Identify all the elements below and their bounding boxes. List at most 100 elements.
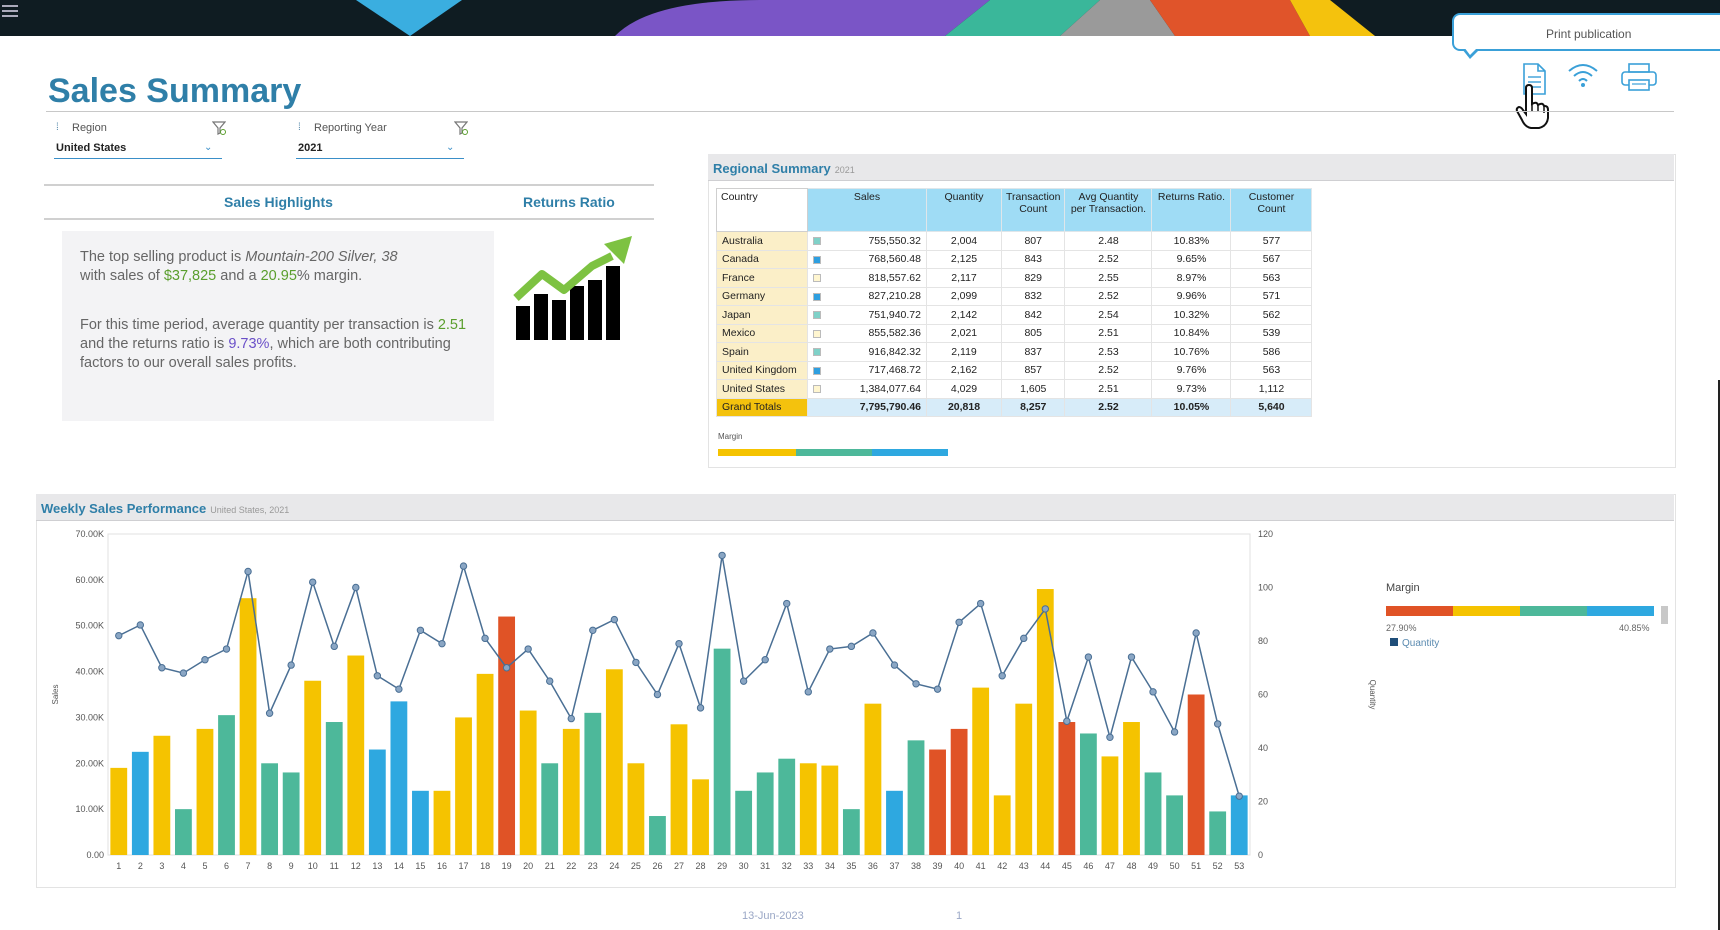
highlight-ratio-text: For this time period, average quantity p… [80, 317, 467, 371]
x-tick-label: 37 [889, 861, 899, 871]
x-tick-label: 42 [997, 861, 1007, 871]
x-tick-label: 9 [289, 861, 294, 871]
regional-summary-title: Regional Summary 2021 [713, 161, 855, 176]
table-row: Japan 751,940.72 2,142 842 2.54 10.32% 562 [716, 305, 1313, 325]
table-row: United States 1,384,077.64 4,029 1,605 2.51 9… [716, 379, 1313, 399]
x-tick-label: 30 [739, 861, 749, 871]
col-sales[interactable]: Sales [807, 188, 927, 232]
cell-country: Japan [716, 305, 808, 325]
sales-bar [1209, 811, 1227, 855]
y2-tick-label: 40 [1258, 743, 1268, 753]
sales-bar [1166, 795, 1183, 855]
x-tick-label: 24 [609, 861, 619, 871]
quantity-point [783, 599, 791, 608]
sales-bar [347, 655, 365, 855]
cell-qty: 2,117 [926, 268, 1002, 288]
quantity-point [869, 629, 877, 637]
sales-bar [175, 809, 192, 855]
cell-cust: 577 [1230, 231, 1313, 251]
quantity-point [395, 685, 403, 693]
cell-ret: 10.76% [1151, 342, 1232, 362]
sales-bar [390, 701, 408, 855]
cell-cust: 562 [1230, 305, 1313, 325]
printer-icon[interactable] [1620, 62, 1658, 92]
y-axis-label: Sales [51, 684, 60, 704]
sales-bar [972, 687, 990, 855]
quantity-point [115, 631, 123, 640]
footer-date: 13-Jun-2023 [742, 910, 804, 922]
y-tick-label: 70.00K [75, 529, 104, 539]
print-publication-tooltip: Print publication [1452, 13, 1720, 59]
region-filter-value: United States [56, 142, 127, 154]
x-tick-label: 27 [674, 861, 684, 871]
sales-bar [778, 758, 796, 855]
chevron-down-icon[interactable]: ⌄ [204, 142, 213, 153]
x-tick-label: 32 [782, 861, 792, 871]
top-banner [0, 0, 1720, 36]
col-customer-count[interactable]: Customer Count [1230, 188, 1313, 232]
document-icon[interactable] [1520, 62, 1548, 96]
sales-bar [950, 728, 968, 855]
col-transaction-count[interactable]: Transaction Count [1000, 188, 1066, 232]
x-tick-label: 48 [1126, 861, 1136, 871]
weekly-sales-header [36, 494, 1674, 521]
quantity-point [912, 680, 920, 688]
wifi-icon[interactable] [1566, 62, 1600, 88]
col-country[interactable]: Country [716, 188, 808, 232]
sales-bar [325, 722, 343, 855]
x-tick-label: 15 [415, 861, 425, 871]
cell-sales: 751,940.72 [807, 305, 927, 325]
cell-ret: 9.76% [1151, 360, 1232, 380]
region-filter-label: Region [72, 122, 107, 134]
chevron-down-icon[interactable]: ⌄ [446, 142, 455, 153]
x-tick-label: 53 [1234, 861, 1244, 871]
col-returns-ratio[interactable]: Returns Ratio. [1151, 188, 1232, 232]
cell-ret: 10.84% [1151, 323, 1232, 343]
quantity-point [567, 714, 575, 723]
x-tick-label: 20 [523, 861, 533, 871]
cell-cust: 1,112 [1230, 379, 1313, 399]
col-avg-quantity[interactable]: Avg Quantity per Transaction. [1064, 188, 1153, 232]
table-row: United Kingdom 717,468.72 2,162 857 2.52 9.76… [716, 360, 1313, 380]
highlights-top-rule [44, 184, 654, 186]
quantity-point [696, 704, 705, 712]
quantity-point [352, 583, 360, 592]
cell-tx: 837 [1000, 342, 1066, 362]
quantity-point [632, 658, 640, 667]
filter-icon[interactable] [212, 121, 226, 135]
cell-avg: 2.55 [1064, 268, 1153, 288]
quantity-point [675, 639, 683, 648]
x-tick-label: 12 [351, 861, 361, 871]
sales-bar [670, 724, 688, 855]
quantity-point [524, 645, 532, 653]
cell-avg: 2.53 [1064, 342, 1153, 362]
cell-ret: 10.32% [1151, 305, 1232, 325]
x-tick-label: 3 [159, 861, 164, 871]
x-tick-label: 44 [1040, 861, 1050, 871]
x-tick-label: 6 [224, 861, 229, 871]
x-tick-label: 28 [696, 861, 706, 871]
menu-icon[interactable] [0, 0, 22, 22]
sales-bar [713, 648, 731, 855]
x-tick-label: 16 [437, 861, 447, 871]
quantity-point [739, 677, 748, 685]
col-quantity[interactable]: Quantity [926, 188, 1002, 232]
x-tick-label: 25 [631, 861, 641, 871]
filter-icon[interactable] [454, 121, 468, 135]
y2-axis-label: Quantity [1368, 680, 1377, 710]
sales-bar [476, 673, 494, 855]
x-tick-label: 4 [181, 861, 186, 871]
sales-bar [993, 795, 1011, 855]
cell-tx: 8,257 [1000, 397, 1066, 417]
cell-country: United Kingdom [716, 360, 808, 380]
quantity-point [136, 621, 145, 629]
sales-bar [842, 809, 860, 855]
legend-scrollbar[interactable] [1661, 606, 1668, 624]
quantity-point [179, 669, 188, 677]
quantity-point [1149, 688, 1157, 696]
x-tick-label: 23 [588, 861, 598, 871]
x-tick-label: 40 [954, 861, 964, 871]
sales-bar [1230, 795, 1248, 855]
sales-bar [131, 751, 149, 855]
margin-mini-gradient [718, 449, 948, 456]
